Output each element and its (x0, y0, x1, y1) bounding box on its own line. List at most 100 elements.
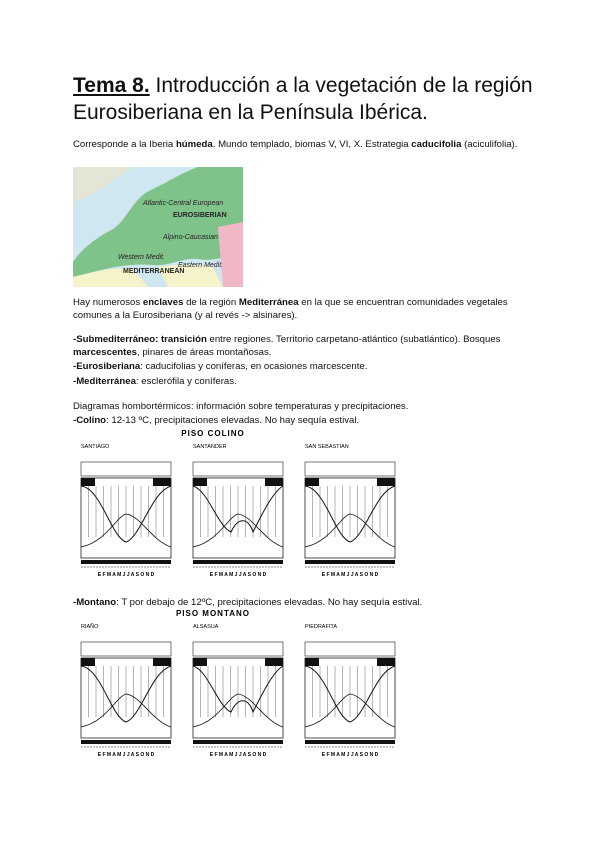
month-labels: E F M A M J J A S O N D (98, 752, 155, 758)
frost-bar (81, 740, 171, 744)
text-run: enclaves (142, 297, 184, 308)
month-labels: E F M A M J J A S O N D (210, 572, 267, 578)
boreal-area (73, 167, 133, 202)
climate-diagram: SANTANDER E F M A M J J A S O N D (192, 444, 284, 578)
paragraph: -Eurosiberiana: caducifolias y coníferas… (73, 361, 528, 374)
temperature-curve (80, 513, 172, 548)
temperature-curve (192, 693, 284, 728)
wet-block-right (265, 658, 283, 666)
month-labels: E F M A M J J A S O N D (98, 572, 155, 578)
text-run: : 12-13 ºC, precipitaciones elevadas. No… (106, 415, 360, 426)
text-run: Corresponde a la Iberia (73, 139, 176, 150)
wet-block-left (193, 478, 207, 486)
page-title: Tema 8. Introducción a la vegetación de … (73, 72, 543, 126)
temperature-curve (304, 513, 396, 548)
plot-frame (304, 657, 396, 739)
text-run: en la que se encuentran comunidades vege… (73, 297, 508, 321)
temperature-curve (192, 513, 284, 548)
precipitation-curve (192, 665, 284, 714)
irano-turanian-area (218, 222, 243, 287)
climate-diagram: ALSASUA E F M A M J J A S O N D (192, 624, 284, 758)
text-run: : caducifolias y coníferas, en ocasiones… (140, 361, 368, 372)
paragraph: -Submediterráneo: transición entre regio… (73, 334, 528, 359)
wet-block-left (305, 478, 319, 486)
precipitation-curve (80, 665, 172, 723)
climate-diagram: PIEDRAFITA E F M A M J J A S O N D (304, 624, 396, 758)
wet-block-left (81, 478, 95, 486)
frost-bar (305, 560, 395, 564)
map-label: Eastern Medit. (178, 262, 223, 269)
text-run: : esclerófila y coníferas. (135, 376, 237, 387)
plot-frame (80, 477, 172, 559)
text-run: -Submediterráneo: transición (73, 334, 207, 345)
text-run: entre regiones. Territorio carpetano-atl… (206, 334, 501, 345)
precipitation-curve (304, 665, 396, 723)
paragraph: Hay numerosos enclaves de la región Medi… (73, 297, 528, 322)
frost-bar (193, 560, 283, 564)
map-label: MEDITERRANEAN (123, 268, 184, 275)
paragraph: Diagramas hombortérmicos: información so… (73, 401, 528, 414)
text-run: -Montano (73, 597, 117, 608)
text-run: . Mundo templado, biomas V, VI, X. Estra… (212, 139, 412, 150)
map-label: Western Medit. (118, 254, 165, 261)
mediterranean-area (73, 264, 223, 287)
text-run: -Mediterránea (73, 376, 136, 387)
info-box (304, 641, 396, 657)
wet-block-right (377, 478, 395, 486)
wet-block-right (153, 658, 171, 666)
climate-diagram: SANTIAGO E F M A M J J A S O N D (80, 444, 172, 578)
text-run: Diagramas hombortérmicos: información so… (73, 401, 409, 412)
eurosiberian-area (73, 167, 243, 277)
wet-block-left (81, 658, 95, 666)
month-labels: E F M A M J J A S O N D (210, 752, 267, 758)
info-box (80, 641, 172, 657)
plot-frame (304, 477, 396, 559)
climate-diagram: SAN SEBASTIAN E F M A M J J A S O N D (304, 444, 396, 578)
info-box (304, 461, 396, 477)
paragraph: -Montano: T por debajo de 12ºC, precipit… (73, 597, 528, 610)
paragraph: -Colino: 12-13 ºC, precipitaciones eleva… (73, 415, 528, 428)
text-run: (aciculifolia). (461, 139, 518, 150)
text-run: Mediterránea (238, 297, 299, 308)
group-heading: PISO COLINO (181, 429, 244, 438)
station-name: PIEDRAFITA (305, 624, 337, 630)
map-label: EUROSIBERIAN (173, 212, 227, 219)
station-name: RIAÑO (81, 623, 99, 630)
text-run: : T por debajo de 12ºC, precipitaciones … (116, 597, 423, 608)
title-text: Introducción a la vegetación de la regió… (73, 74, 533, 124)
text-run: marcescentes (73, 346, 138, 358)
plot-frame (192, 657, 284, 739)
station-name: SAN SEBASTIAN (305, 444, 349, 450)
group-heading: PISO MONTANO (176, 609, 250, 618)
text-run: -Eurosiberiana (73, 361, 141, 372)
station-name: SANTIAGO (81, 444, 110, 450)
station-name: ALSASUA (193, 624, 219, 630)
text-run: caducifolia (411, 139, 462, 150)
text-run: de la región (183, 297, 239, 308)
precipitation-curve (80, 485, 172, 543)
plot-frame (192, 477, 284, 559)
station-name: SANTANDER (193, 444, 227, 450)
title-number: Tema 8. (73, 74, 150, 97)
wet-block-right (265, 478, 283, 486)
wet-block-left (193, 658, 207, 666)
diagram-group: PISO COLINO SANTIAGO E F M A M J J A S O N… (80, 429, 396, 578)
precipitation-curve (304, 485, 396, 543)
wet-block-right (377, 658, 395, 666)
map-label: Atlantic-Central European (142, 200, 223, 207)
month-labels: E F M A M J J A S O N D (322, 572, 379, 578)
map-label: Alpino-Caucasian (162, 234, 218, 241)
frost-bar (305, 740, 395, 744)
climate-diagram: RIAÑO E F M A M J J A S O N D (80, 623, 172, 758)
text-run: , pinares de áreas montañosas. (137, 346, 272, 358)
map: Atlantic-Central European EUROSIBERIAN Alp… (73, 167, 243, 287)
wet-block-right (153, 478, 171, 486)
frost-bar (81, 560, 171, 564)
diagram-group: PISO MONTANO RIAÑO E F M A M J J A S O N D… (80, 609, 396, 758)
info-box (192, 461, 284, 477)
precipitation-curve (192, 485, 284, 534)
text-run: húmeda (175, 139, 213, 150)
plot-frame (80, 657, 172, 739)
info-box (192, 641, 284, 657)
